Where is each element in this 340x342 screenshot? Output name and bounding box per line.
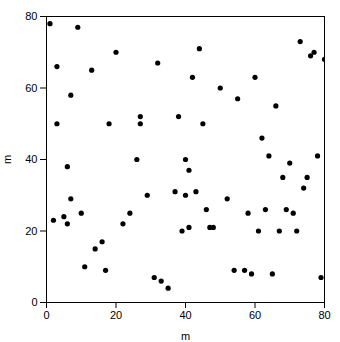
svg-text:60: 60 [249, 309, 261, 321]
svg-text:m: m [181, 330, 190, 342]
svg-text:20: 20 [25, 225, 37, 237]
svg-text:80: 80 [318, 309, 330, 321]
svg-text:0: 0 [31, 296, 37, 308]
svg-text:40: 40 [179, 309, 191, 321]
svg-text:0: 0 [43, 309, 49, 321]
svg-text:40: 40 [25, 153, 37, 165]
svg-text:80: 80 [25, 10, 37, 22]
svg-text:60: 60 [25, 82, 37, 94]
svg-text:m: m [1, 155, 13, 164]
svg-text:20: 20 [110, 309, 122, 321]
